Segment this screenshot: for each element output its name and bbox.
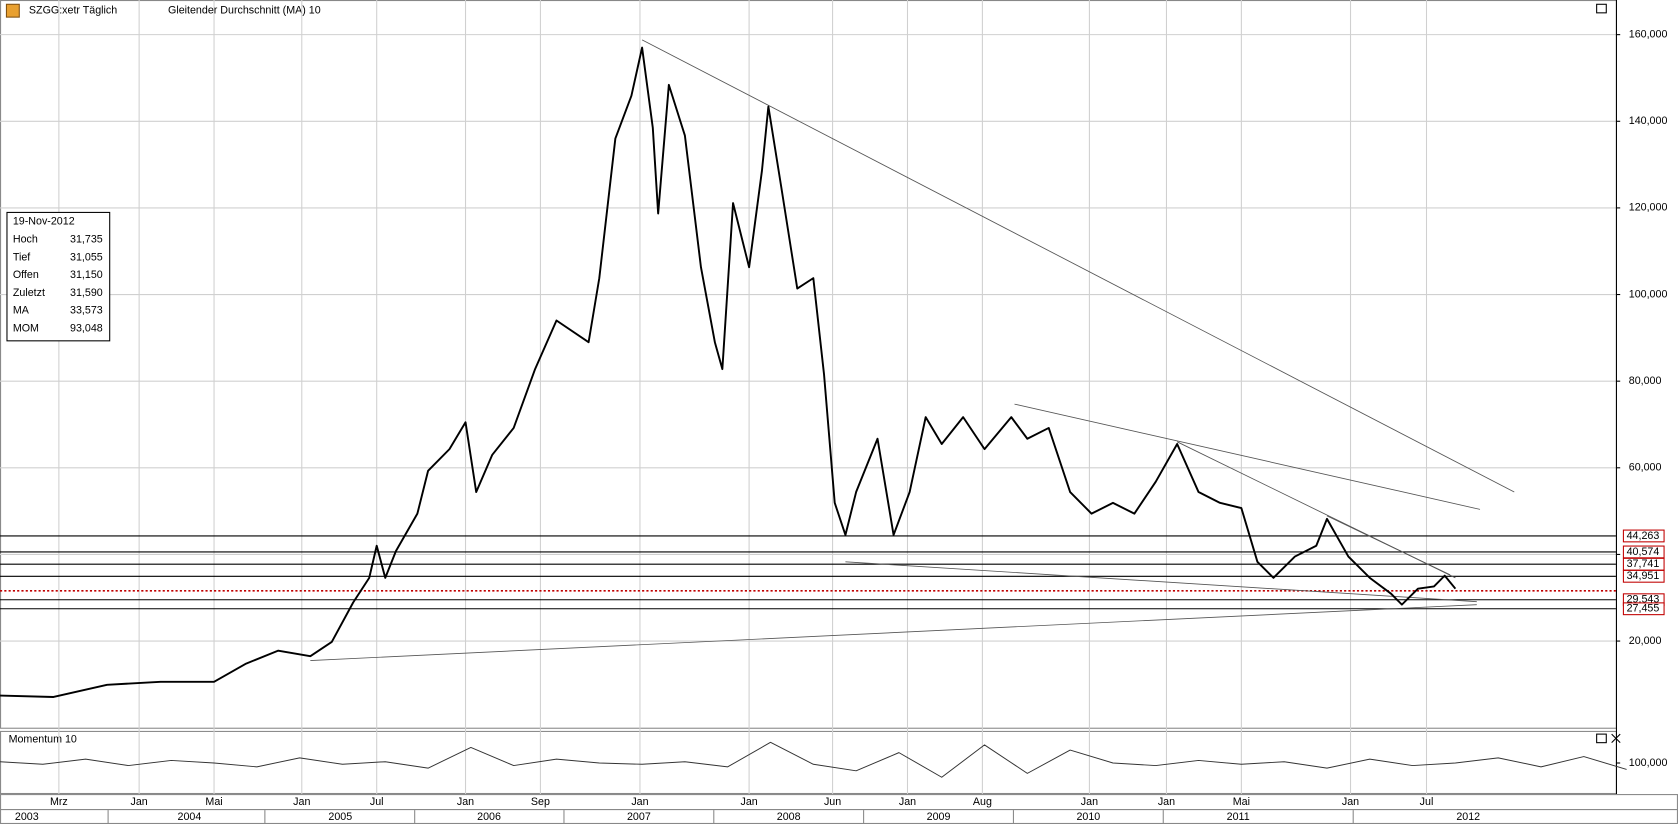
info-label: MA — [13, 305, 30, 317]
level-label: 40,574 — [1627, 546, 1660, 558]
info-date: 19-Nov-2012 — [13, 215, 75, 227]
info-label: MOM — [13, 322, 39, 334]
info-box-frame — [6, 211, 111, 342]
info-label: Zuletzt — [13, 287, 45, 299]
x-tick-label: Jan — [457, 796, 474, 808]
year-label: 2003 — [15, 811, 39, 823]
year-label: 2010 — [1076, 811, 1100, 823]
trendline — [1326, 515, 1451, 576]
level-label-box — [1622, 569, 1665, 583]
x-tick-label: Jan — [899, 796, 916, 808]
info-value: 31,735 — [70, 234, 103, 246]
trendline — [641, 39, 1515, 493]
level-label: 44,263 — [1627, 530, 1660, 542]
x-tick-label: Jan — [1158, 796, 1175, 808]
year-label: 2006 — [477, 811, 501, 823]
info-label: Hoch — [13, 234, 38, 246]
x-tick-label: Jul — [1420, 796, 1434, 808]
y-tick-label: 160,000 — [1629, 28, 1668, 40]
y-tick-label: 60,000 — [1629, 462, 1662, 474]
info-value: 31,055 — [70, 251, 103, 263]
y-tick-label: 100,000 — [1629, 757, 1668, 769]
x-tick-label: Jan — [1342, 796, 1359, 808]
year-label: 2012 — [1456, 811, 1480, 823]
x-tick-label: Jan — [740, 796, 757, 808]
momentum-line — [0, 741, 1627, 778]
x-tick-label: Jun — [824, 796, 841, 808]
year-label: 2009 — [927, 811, 951, 823]
info-value: 93,048 — [70, 322, 103, 334]
price-line — [0, 46, 1457, 698]
x-tick-label: Mrz — [50, 796, 68, 808]
level-label: 27,455 — [1627, 603, 1660, 615]
level-label: 34,951 — [1627, 570, 1660, 582]
indicator-title[interactable]: Gleitender Durchschnitt (MA) 10 — [168, 5, 321, 17]
year-label: 2004 — [178, 811, 202, 823]
trendline — [1014, 403, 1481, 510]
year-label: 2011 — [1227, 811, 1250, 823]
info-label: Offen — [13, 269, 39, 281]
x-tick-label: Mai — [1233, 796, 1250, 808]
y-tick-label: 120,000 — [1629, 202, 1668, 214]
symbol-icon[interactable] — [5, 3, 20, 18]
level-label-box — [1622, 529, 1665, 543]
info-value: 33,573 — [70, 305, 103, 317]
level-label-box — [1622, 602, 1665, 616]
trendline — [845, 561, 1477, 603]
x-tick-label: Jan — [131, 796, 148, 808]
info-label: Tief — [13, 251, 30, 263]
maximize-button[interactable] — [1596, 3, 1607, 14]
info-value: 31,150 — [70, 269, 103, 281]
x-tick-label: Jan — [293, 796, 310, 808]
y-tick-label: 80,000 — [1629, 375, 1662, 387]
chart-title[interactable]: SZGG:xetr Täglich — [29, 5, 117, 17]
year-label: 2007 — [627, 811, 651, 823]
y-tick-label: 20,000 — [1629, 635, 1662, 647]
y-tick-label: 100,000 — [1629, 288, 1668, 300]
x-tick-label: Sep — [531, 796, 550, 808]
info-box: 19-Nov-2012 Hoch 31,735 Tief 31,055 Offen 31,… — [6, 211, 111, 342]
x-tick-label: Jan — [631, 796, 648, 808]
year-label: 2008 — [777, 811, 801, 823]
x-tick-label: Mai — [205, 796, 222, 808]
year-label: 2005 — [328, 811, 352, 823]
level-label: 37,741 — [1627, 558, 1660, 570]
x-tick-label: Jan — [1081, 796, 1098, 808]
momentum-title[interactable]: Momentum 10 — [9, 733, 77, 745]
trendline — [310, 604, 1477, 661]
x-tick-label: Aug — [973, 796, 992, 808]
maximize-button[interactable] — [1596, 733, 1607, 744]
info-value: 31,590 — [70, 287, 103, 299]
y-tick-label: 140,000 — [1629, 115, 1668, 127]
x-tick-label: Jul — [370, 796, 384, 808]
